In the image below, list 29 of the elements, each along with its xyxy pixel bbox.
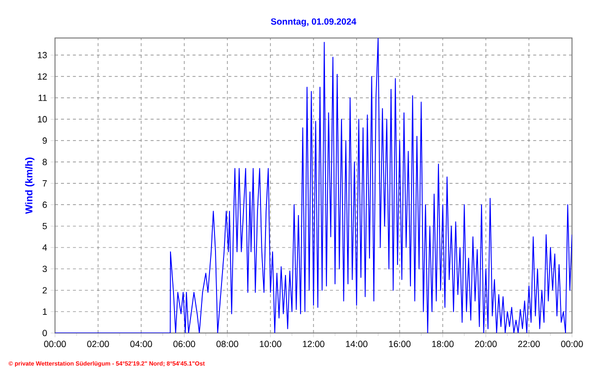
y-tick-label: 12 [38, 73, 47, 80]
y-tick-label: 13 [38, 52, 47, 58]
y-tick-label: 11 [38, 94, 47, 101]
x-tick-label: 10:00 [260, 340, 282, 348]
y-tick-label: 2 [42, 287, 47, 294]
x-tick-label: 00:00 [44, 340, 66, 348]
y-tick-label: 9 [42, 137, 47, 144]
x-tick-label: 02:00 [87, 340, 109, 348]
y-tick-label: 5 [42, 222, 47, 230]
x-tick-label: 16:00 [389, 340, 411, 348]
y-tick-label: 0 [42, 330, 47, 336]
y-tick-label: 10 [38, 116, 47, 122]
x-tick-label: 00:00 [561, 340, 583, 348]
x-tick-label: 22:00 [518, 340, 540, 348]
x-tick-label: 14:00 [346, 340, 368, 348]
x-tick-label: 08:00 [216, 340, 238, 348]
y-tick-label: 8 [42, 158, 47, 166]
x-tick-label: 20:00 [475, 340, 497, 348]
x-tick-label: 06:00 [173, 340, 196, 348]
chart-title: Sonntag, 01.09.2024 [270, 18, 356, 26]
x-tick-label: 04:00 [130, 340, 152, 348]
y-tick-label: 6 [42, 202, 47, 208]
y-tick-label: 3 [42, 266, 47, 272]
y-axis-title: Wind (km/h) [25, 158, 34, 214]
y-tick-label: 4 [42, 244, 47, 251]
x-tick-label: 18:00 [432, 340, 454, 348]
x-tick-label: 12:00 [302, 340, 324, 348]
y-tick-label: 1 [42, 308, 47, 315]
y-tick-label: 7 [42, 180, 47, 186]
